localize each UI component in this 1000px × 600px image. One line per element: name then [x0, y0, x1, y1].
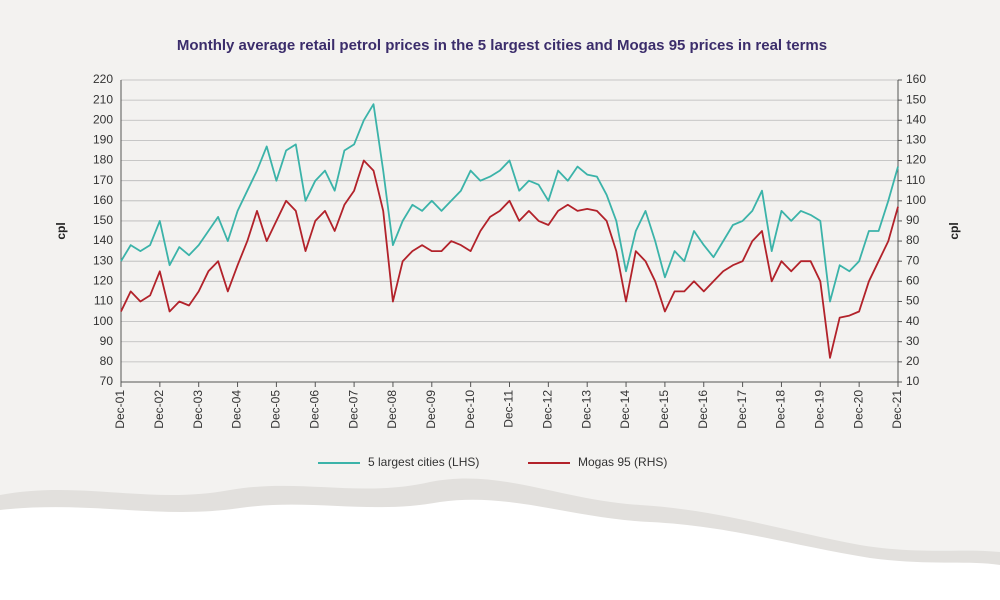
x-tick-label: Dec-01 [113, 390, 127, 429]
y2-tick-label: 40 [906, 314, 920, 328]
y2-tick-label: 20 [906, 354, 920, 368]
chart-title: Monthly average retail petrol prices in … [177, 37, 827, 54]
y-tick-label: 100 [93, 314, 113, 328]
y2-tick-label: 130 [906, 133, 926, 147]
x-tick-label: Dec-18 [774, 390, 788, 429]
y-tick-label: 80 [100, 354, 114, 368]
y2-tick-label: 150 [906, 92, 926, 106]
y-tick-label: 160 [93, 193, 113, 207]
y2-tick-label: 60 [906, 274, 920, 288]
y-tick-label: 170 [93, 173, 113, 187]
legend-label: 5 largest cities (LHS) [368, 455, 479, 469]
y2-axis-label: cpl [947, 222, 961, 239]
y-tick-label: 120 [93, 274, 113, 288]
y2-tick-label: 140 [906, 112, 926, 126]
y2-tick-label: 70 [906, 253, 920, 267]
series-line [120, 103, 899, 303]
y-tick-label: 220 [93, 72, 113, 86]
x-tick-label: Dec-10 [463, 390, 477, 429]
y-tick-label: 90 [100, 334, 114, 348]
y-tick-label: 190 [93, 133, 113, 147]
x-tick-label: Dec-19 [812, 390, 826, 429]
torn-paper-edge [0, 499, 1000, 600]
y-tick-label: 140 [93, 233, 113, 247]
x-tick-label: Dec-02 [152, 390, 166, 429]
x-tick-label: Dec-21 [890, 390, 904, 429]
x-tick-label: Dec-16 [696, 390, 710, 429]
y2-tick-label: 80 [906, 233, 920, 247]
y-tick-label: 200 [93, 112, 113, 126]
x-tick-label: Dec-14 [618, 390, 632, 429]
x-tick-label: Dec-17 [735, 390, 749, 429]
y-tick-label: 180 [93, 153, 113, 167]
y-tick-label: 210 [93, 92, 113, 106]
y-axis-label: cpl [54, 222, 68, 239]
y-tick-label: 70 [100, 374, 114, 388]
x-tick-label: Dec-05 [269, 390, 283, 429]
y2-tick-label: 160 [906, 72, 926, 86]
x-tick-label: Dec-07 [346, 390, 360, 429]
x-tick-label: Dec-13 [579, 390, 593, 429]
x-tick-label: Dec-11 [502, 390, 516, 428]
y-tick-label: 130 [93, 253, 113, 267]
series-line [120, 159, 899, 359]
y2-tick-label: 50 [906, 294, 920, 308]
y2-tick-label: 110 [906, 173, 925, 187]
x-tick-label: Dec-20 [851, 390, 865, 429]
y2-tick-label: 100 [906, 193, 926, 207]
x-tick-label: Dec-12 [541, 390, 555, 429]
x-tick-label: Dec-08 [385, 390, 399, 429]
y-tick-label: 150 [93, 213, 113, 227]
y-tick-label: 110 [94, 294, 113, 308]
y2-tick-label: 90 [906, 213, 920, 227]
x-tick-label: Dec-09 [424, 390, 438, 429]
x-tick-label: Dec-04 [230, 390, 244, 429]
y2-tick-label: 30 [906, 334, 920, 348]
x-tick-label: Dec-03 [191, 390, 205, 429]
legend-label: Mogas 95 (RHS) [578, 455, 667, 469]
x-tick-label: Dec-15 [657, 390, 671, 429]
y2-tick-label: 10 [906, 374, 920, 388]
y2-tick-label: 120 [906, 153, 926, 167]
x-tick-label: Dec-06 [307, 390, 321, 429]
